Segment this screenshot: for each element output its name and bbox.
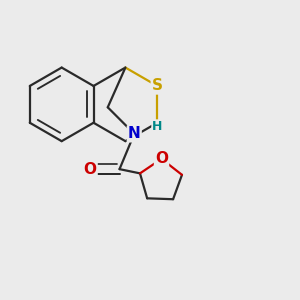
Text: O: O [155,151,168,166]
Text: O: O [84,162,97,177]
Text: H: H [152,120,162,133]
Text: N: N [128,126,141,141]
Text: S: S [152,79,163,94]
